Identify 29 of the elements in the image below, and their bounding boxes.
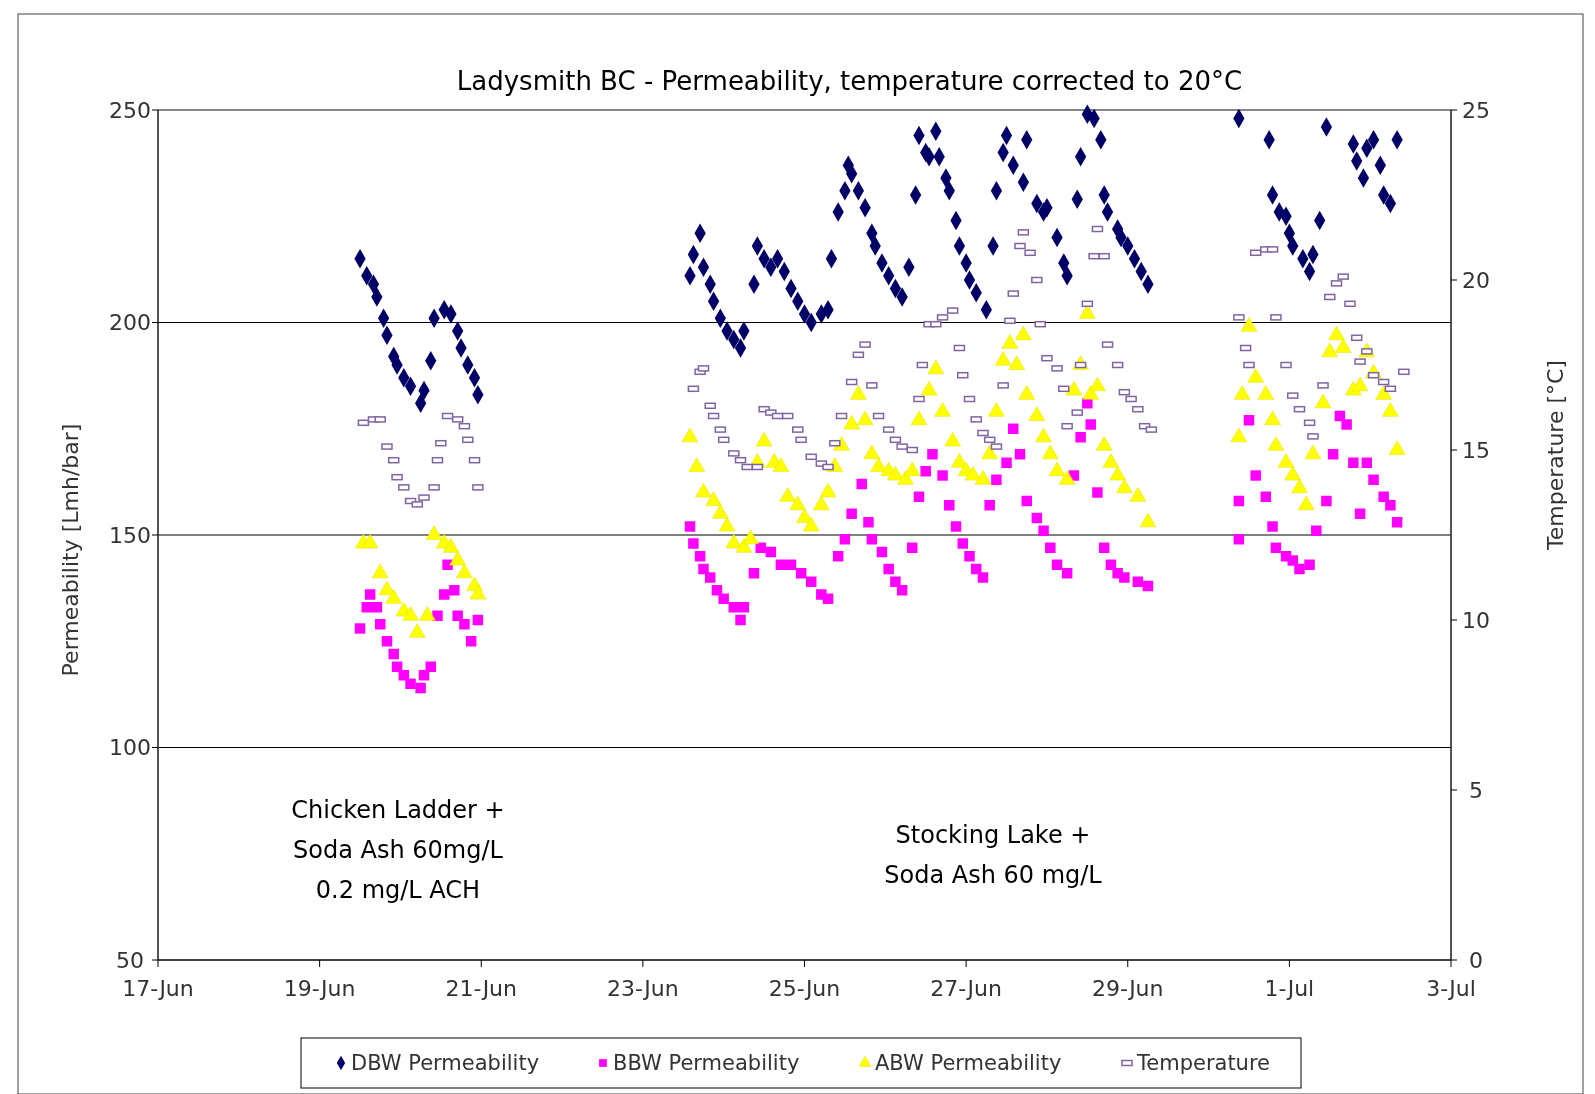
- y-tick-label: 200: [109, 310, 151, 336]
- x-tick-label: 27-Jun: [930, 976, 1002, 1001]
- y-tick-label: 150: [109, 522, 151, 548]
- x-tick-label: 25-Jun: [768, 976, 841, 1001]
- y2-tick-label: 20: [1462, 267, 1490, 293]
- x-tick-label: 21-Jun: [445, 976, 518, 1001]
- y-tick-label: 250: [109, 97, 151, 123]
- legend-label: Temperature: [1136, 1051, 1271, 1076]
- x-tick-label: 3-Jul: [1426, 976, 1476, 1001]
- y2-tick-label: 15: [1462, 437, 1490, 463]
- legend-label: DBW Permeability: [351, 1051, 540, 1076]
- x-tick-label: 23-Jun: [607, 976, 679, 1001]
- x-tick-label: 19-Jun: [283, 976, 356, 1001]
- y2-axis-title: Temperature [°C]: [1543, 360, 1568, 551]
- y2-tick-label: 5: [1469, 777, 1483, 803]
- annotation: Stocking Lake + Soda Ash 60 mg/L: [884, 821, 1103, 889]
- y-tick-label: 100: [109, 735, 151, 761]
- annotation: Chicken Ladder + Soda Ash 60mg/L 0.2 mg/L ACH: [291, 796, 505, 904]
- legend-label: ABW Permeability: [875, 1051, 1062, 1076]
- y-tick-label: 50: [116, 947, 144, 973]
- chart-title: Ladysmith BC - Permeability, temperature corrected to 20°C: [456, 66, 1243, 96]
- y2-tick-label: 0: [1469, 947, 1483, 973]
- x-tick-label: 1-Jul: [1264, 976, 1315, 1001]
- y-axis-title: Permeability [Lmh/bar]: [58, 423, 83, 677]
- y2-tick-label: 25: [1462, 97, 1490, 123]
- legend-label: BBW Permeability: [613, 1051, 800, 1076]
- y2-tick-label: 10: [1462, 607, 1490, 633]
- x-tick-label: 29-Jun: [1091, 976, 1164, 1001]
- x-tick-label: 17-Jun: [122, 976, 194, 1001]
